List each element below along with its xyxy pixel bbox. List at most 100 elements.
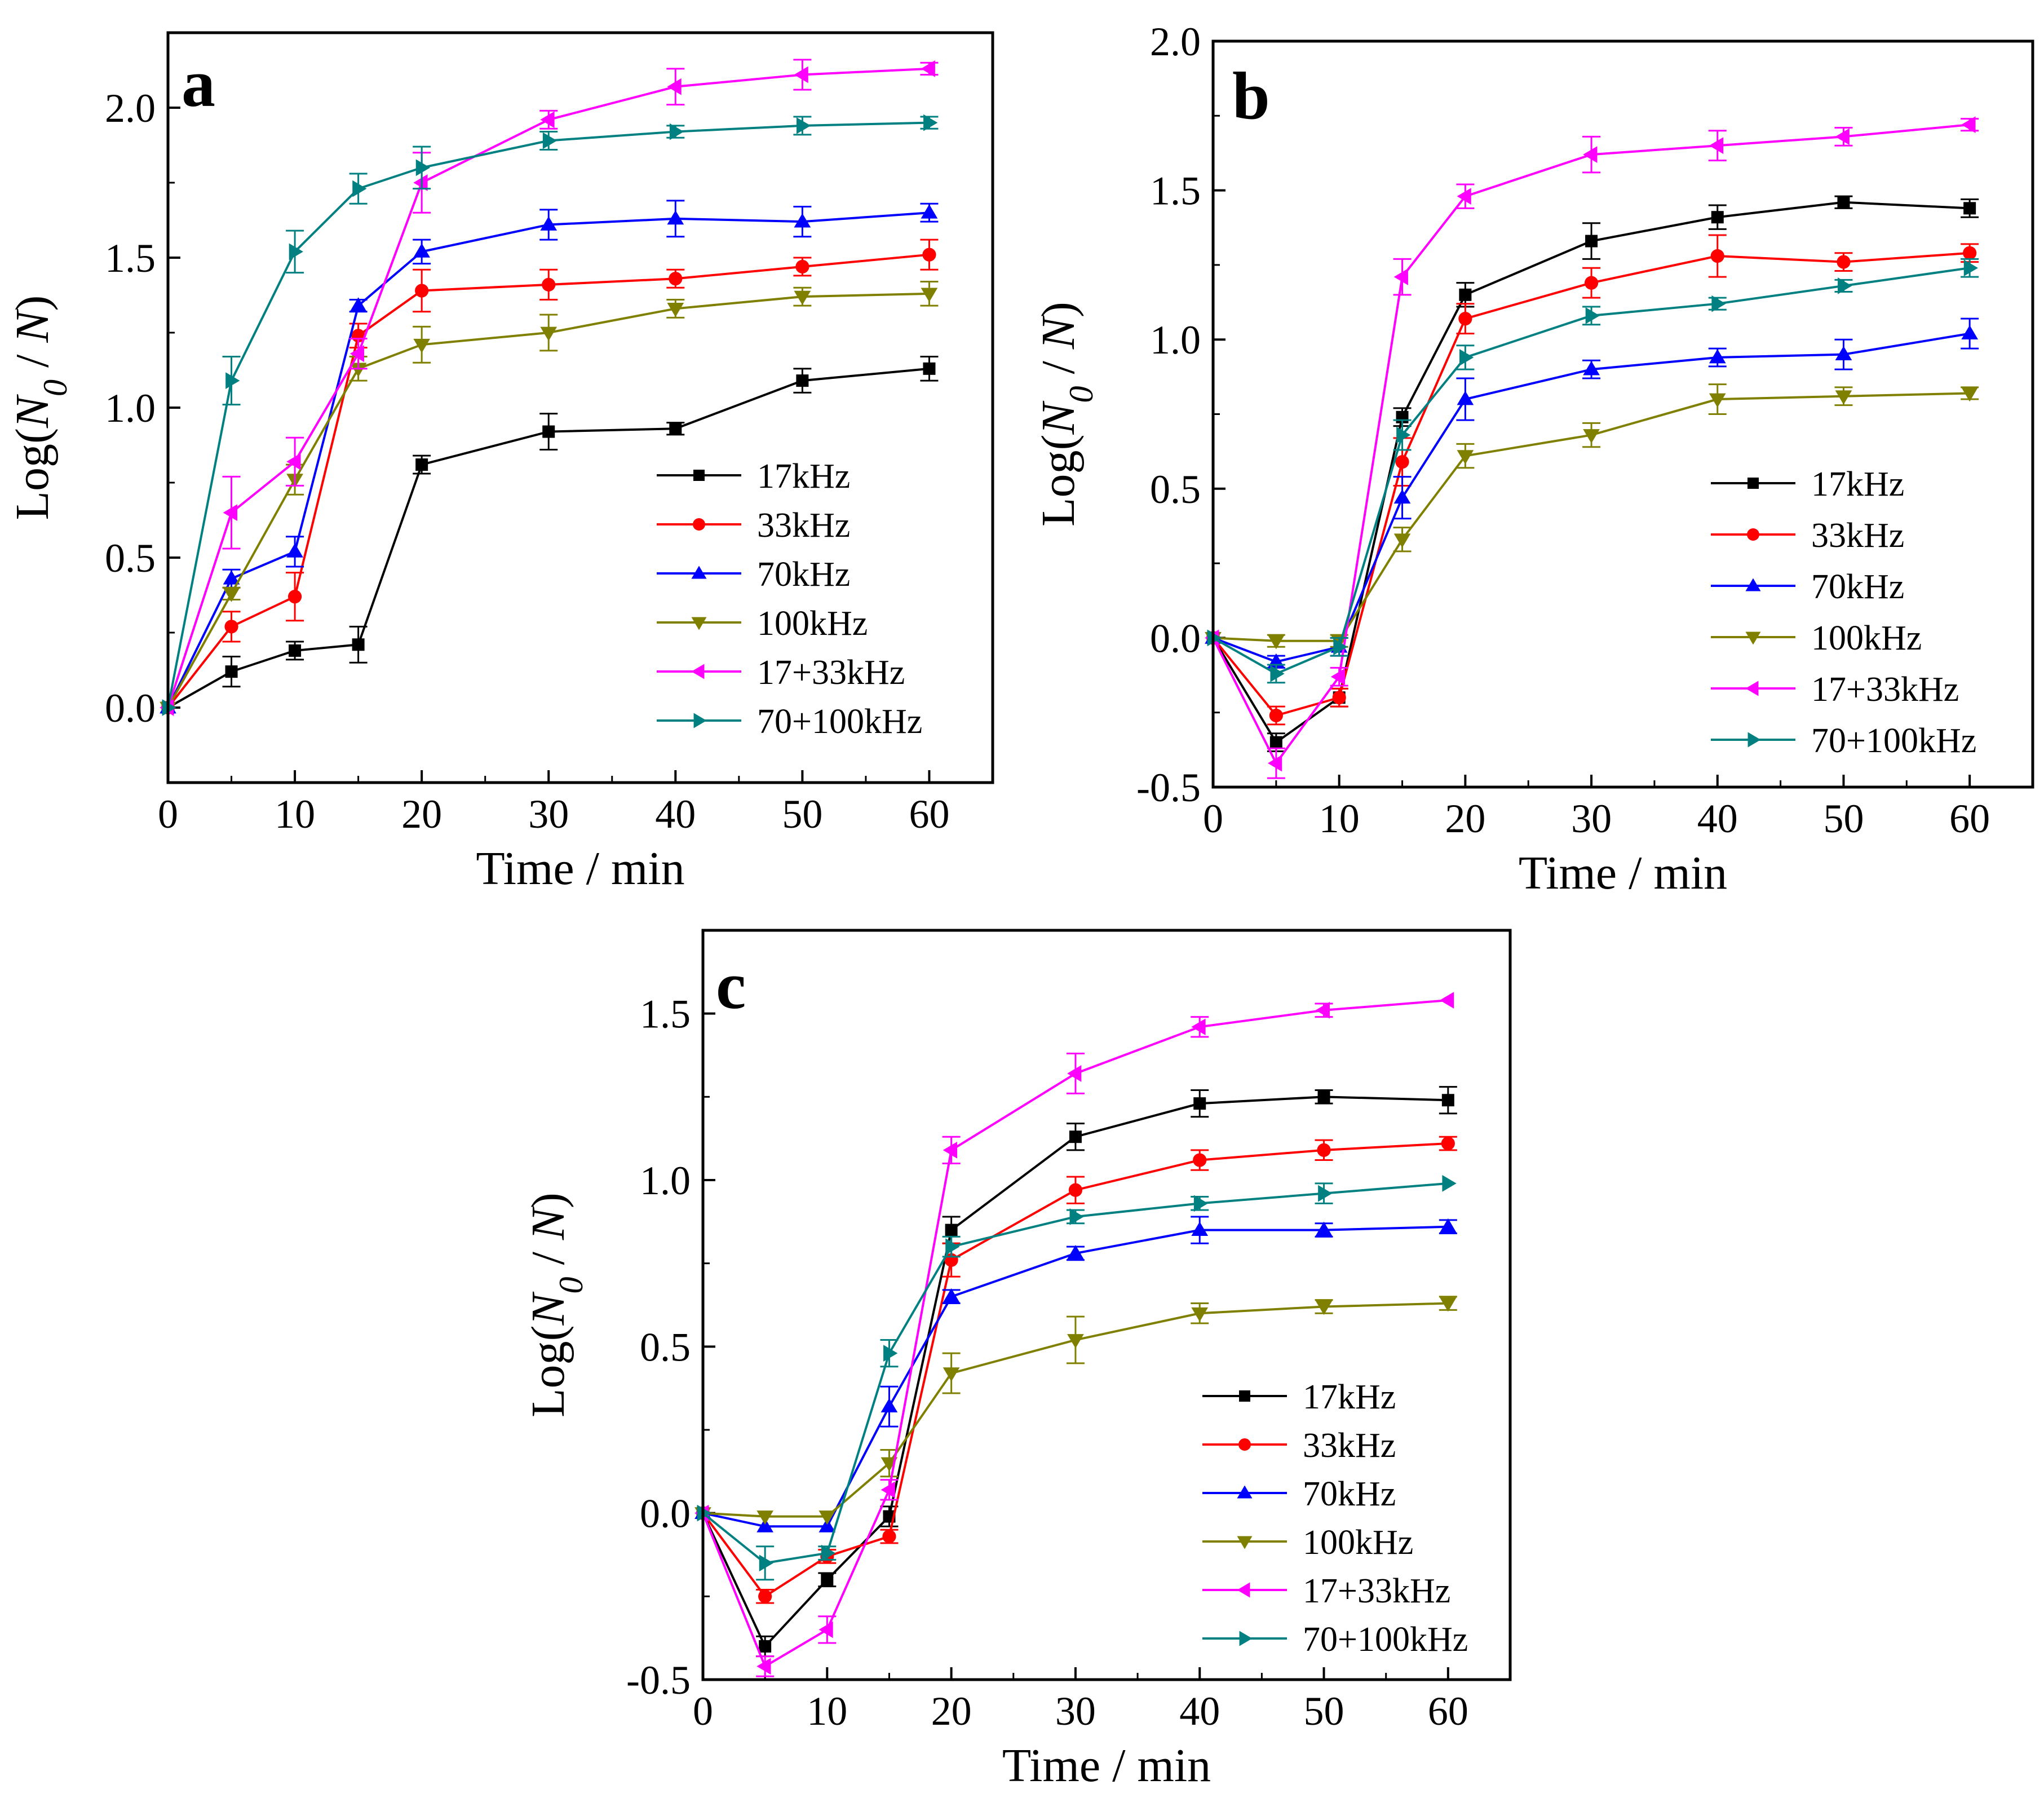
marker-triangle-right xyxy=(796,117,811,134)
y-tick-label: 1.0 xyxy=(640,1158,691,1203)
marker-triangle-left xyxy=(756,1658,771,1675)
series-70khz xyxy=(694,1216,1457,1532)
marker-triangle-right xyxy=(1459,349,1474,366)
marker-triangle-up xyxy=(223,570,240,585)
marker-triangle-down xyxy=(413,338,431,354)
panel-c-x-tick-labels: 0 10 20 30 40 50 60 xyxy=(693,1689,1468,1734)
marker-triangle-down xyxy=(667,303,684,317)
marker-triangle-left xyxy=(881,1481,895,1499)
legend-item-70khz: 70kHz xyxy=(1711,568,1904,606)
legend-label: 17+33kHz xyxy=(1811,670,1959,709)
marker-triangle-left xyxy=(1709,137,1724,154)
marker-triangle-up xyxy=(1583,361,1600,376)
marker-triangle-left xyxy=(540,111,555,129)
marker-triangle-down xyxy=(756,1510,774,1525)
y-tick-label: 0.5 xyxy=(640,1324,691,1370)
panel-b-y-axis-title: Log(N0 / N) xyxy=(1032,302,1100,527)
marker-square xyxy=(1963,202,1976,215)
series-line xyxy=(167,292,930,708)
legend-item-70-100khz: 70+100kHz xyxy=(657,703,922,741)
marker-triangle-up xyxy=(756,1518,774,1532)
marker-circle xyxy=(1332,691,1346,705)
legend-label: 70kHz xyxy=(1303,1475,1396,1513)
series-70-100khz xyxy=(162,114,939,716)
marker-triangle-down xyxy=(819,1510,836,1525)
marker-square xyxy=(1193,1097,1206,1110)
marker-triangle-down xyxy=(1709,393,1726,408)
x-tick-label: 50 xyxy=(1823,796,1864,841)
legend-item-33khz: 33kHz xyxy=(657,506,850,545)
marker-triangle-right xyxy=(693,713,707,728)
x-tick-label: 10 xyxy=(807,1689,847,1734)
marker-triangle-up xyxy=(1237,1485,1253,1499)
legend-item-17khz: 17kHz xyxy=(1711,465,1904,503)
y-tick-label: -0.5 xyxy=(1136,765,1201,810)
marker-square xyxy=(1317,1090,1330,1103)
panel-a-x-axis-title: Time / min xyxy=(476,842,684,895)
legend-item-100khz: 100kHz xyxy=(1202,1523,1413,1562)
marker-circle xyxy=(287,590,302,604)
marker-triangle-down xyxy=(1191,1307,1209,1322)
marker-triangle-down xyxy=(1237,1536,1253,1549)
x-tick-label: 50 xyxy=(782,792,822,837)
marker-triangle-up xyxy=(921,204,938,219)
legend-item-70khz: 70kHz xyxy=(1202,1475,1396,1513)
x-tick-label: 20 xyxy=(1445,796,1485,841)
marker-triangle-down xyxy=(1961,387,1979,402)
panel-b-y-tick-labels: -0.5 0.0 0.5 1.0 1.5 2.0 xyxy=(1136,19,1201,810)
x-tick-label: 30 xyxy=(1055,1689,1096,1734)
y-tick-label: 1.5 xyxy=(640,992,691,1037)
marker-square xyxy=(1837,196,1850,209)
marker-triangle-right xyxy=(225,372,240,389)
y-tick-label: 2.0 xyxy=(105,86,156,131)
marker-triangle-up xyxy=(1393,489,1411,504)
panel-a-legend: 17kHz 33kHz 70kHz 100kHz 17+33kHz 70+100… xyxy=(657,457,922,741)
marker-triangle-up xyxy=(1745,578,1761,591)
legend-label: 70kHz xyxy=(757,555,850,594)
marker-triangle-right xyxy=(1193,1195,1209,1212)
panel-c-y-axis-title: Log(N0 / N) xyxy=(522,1192,590,1417)
legend-label: 70+100kHz xyxy=(1811,722,1976,760)
marker-triangle-right xyxy=(1747,732,1761,748)
panel-a-y-tick-labels: 0.0 0.5 1.0 1.5 2.0 xyxy=(105,86,156,731)
marker-triangle-right xyxy=(1333,638,1348,656)
marker-triangle-left xyxy=(1237,1582,1250,1598)
marker-triangle-up xyxy=(286,543,303,558)
marker-circle xyxy=(224,620,238,634)
marker-triangle-left xyxy=(1067,1065,1082,1082)
marker-triangle-left xyxy=(1439,992,1454,1009)
marker-triangle-left xyxy=(1315,1001,1330,1019)
legend-item-100khz: 100kHz xyxy=(657,604,868,643)
series-70-100khz xyxy=(697,1175,1457,1581)
marker-circle xyxy=(542,277,556,291)
panel-c-x-axis-title: Time / min xyxy=(1002,1739,1211,1792)
marker-triangle-left xyxy=(223,504,237,522)
legend-item-70khz: 70kHz xyxy=(657,555,850,594)
marker-triangle-up xyxy=(413,243,431,258)
marker-triangle-up xyxy=(1457,391,1474,405)
marker-square xyxy=(1069,1130,1082,1143)
marker-circle xyxy=(922,248,936,262)
panel-c-plot-frame xyxy=(701,929,1512,1681)
marker-circle xyxy=(1238,1438,1251,1451)
x-tick-label: 0 xyxy=(158,792,178,837)
marker-circle xyxy=(795,259,809,274)
marker-triangle-left xyxy=(794,66,808,83)
marker-triangle-left xyxy=(691,664,705,679)
marker-triangle-up xyxy=(691,566,707,579)
series-100khz xyxy=(160,281,939,716)
marker-circle xyxy=(758,1589,772,1604)
panel-c: 0 10 20 30 40 50 60 -0.5 0.0 0.5 1.0 1.5… xyxy=(522,929,1512,1792)
marker-triangle-up xyxy=(794,213,811,228)
marker-triangle-left xyxy=(667,78,682,95)
marker-triangle-up xyxy=(819,1518,836,1532)
marker-triangle-right xyxy=(1711,295,1726,312)
marker-triangle-left xyxy=(1267,754,1282,772)
marker-triangle-right xyxy=(923,114,938,131)
y-tick-label: 0.0 xyxy=(640,1491,691,1536)
marker-triangle-left xyxy=(1745,681,1759,696)
panel-c-ticks xyxy=(702,929,1449,1681)
marker-triangle-up xyxy=(943,1288,960,1303)
marker-square xyxy=(759,1640,772,1653)
marker-square xyxy=(945,1223,958,1236)
